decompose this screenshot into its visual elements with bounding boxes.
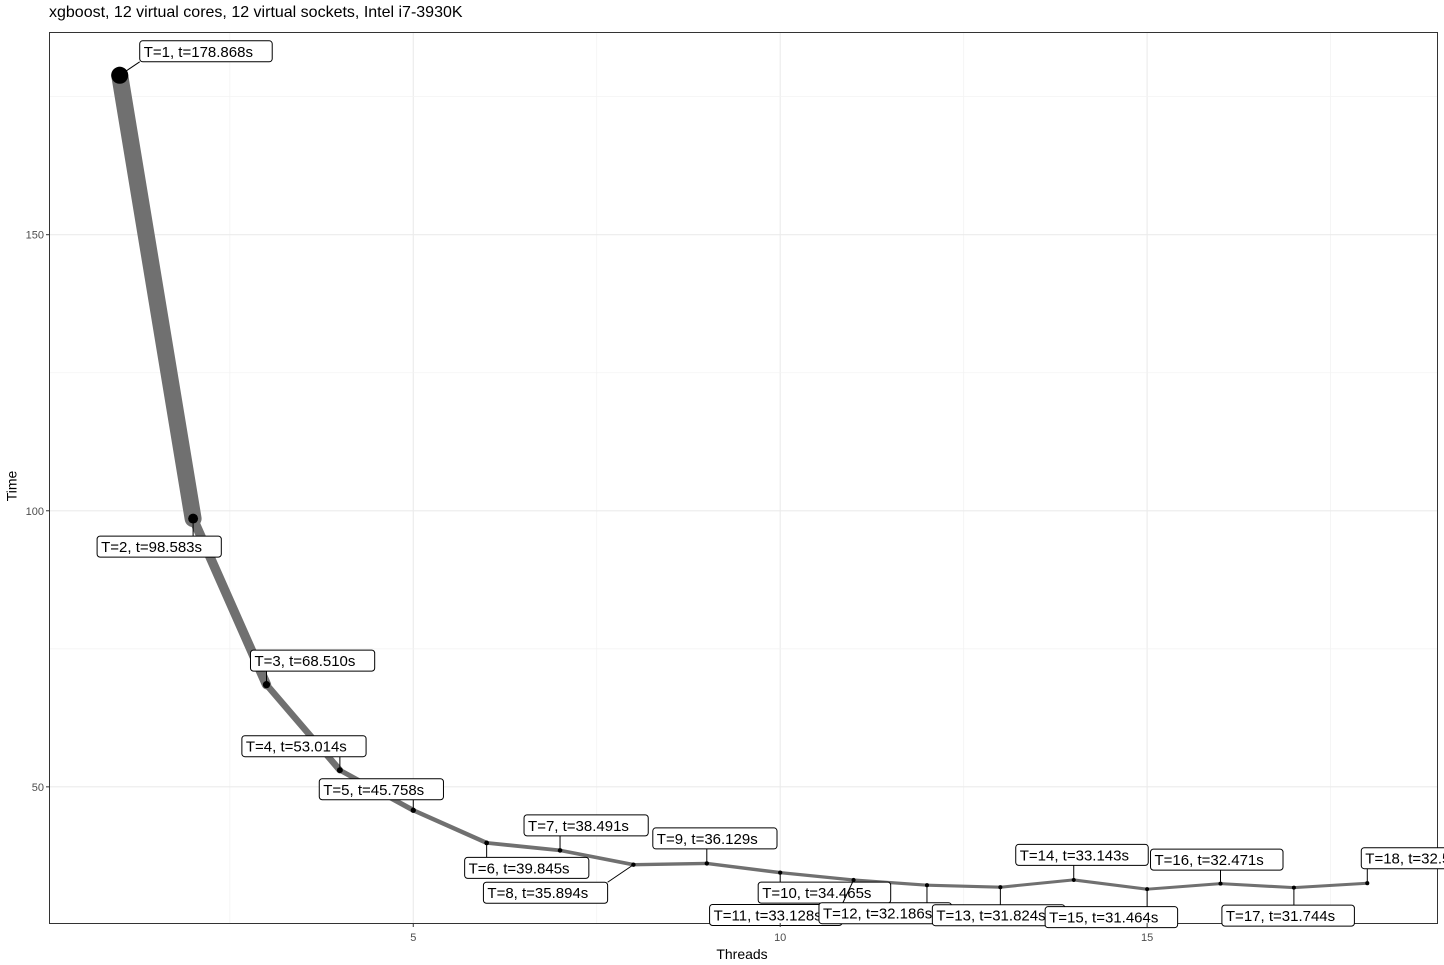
data-label-box (1360, 847, 1444, 870)
series-line-segment (705, 861, 782, 875)
data-point-layer (111, 66, 1370, 892)
data-label: T=6, t=39.845s (469, 860, 570, 877)
data-label: T=7, t=38.491s (528, 818, 629, 835)
data-label: T=4, t=53.014s (246, 739, 347, 756)
data-label: T=13, t=31.824s (936, 908, 1045, 925)
plot-panel-border (49, 32, 1438, 924)
data-label: T=3, t=68.510s (254, 653, 355, 670)
data-label-box (482, 881, 609, 904)
data-label-box (241, 735, 367, 758)
data-label: T=2, t=98.583s (101, 539, 202, 556)
axis-tick-layer: 5 10 15 50 100 150 (26, 230, 1154, 944)
series-line-segment (1218, 882, 1296, 890)
series-line-layer (111, 66, 1369, 891)
y-axis-label: Time (3, 470, 20, 502)
label-leader (607, 864, 634, 883)
series-line-segment (1292, 881, 1369, 890)
series-line-segment (484, 841, 562, 853)
x-tick-label: 10 (774, 932, 786, 944)
data-label: T=10, t=34.465s (762, 885, 871, 902)
data-label: T=16, t=32.471s (1155, 852, 1264, 869)
label-leader (119, 61, 140, 76)
series-line-segment (631, 861, 709, 867)
series-line-segment (1072, 878, 1149, 891)
data-label: T=12, t=32.186s (823, 906, 932, 923)
data-label: T=18, t=32.548s (1365, 851, 1444, 868)
data-label-box (1044, 906, 1179, 929)
series-line-segment (111, 66, 202, 528)
grid-layer (50, 33, 1437, 923)
y-tick-label: 150 (26, 230, 44, 242)
series-line-segment (925, 883, 1002, 889)
label-leader (841, 879, 855, 905)
data-label-box (523, 814, 649, 837)
y-tick-label: 100 (26, 506, 44, 518)
data-label: T=9, t=36.129s (657, 831, 758, 848)
x-tick-label: 15 (1141, 932, 1153, 944)
data-label-box (318, 778, 444, 801)
data-label-box (1150, 848, 1284, 871)
series-line-segment (998, 878, 1076, 889)
series-line-segment (558, 848, 636, 867)
data-label-box (139, 40, 273, 63)
data-label: T=14, t=33.143s (1020, 847, 1129, 864)
x-axis-label: Threads (716, 946, 768, 962)
data-label: T=17, t=31.744s (1226, 908, 1335, 925)
series-line-segment (1145, 882, 1223, 891)
chart-title: xgboost, 12 virtual cores, 12 virtual so… (49, 4, 463, 21)
series-line-segment (411, 808, 489, 846)
y-tick-label: 50 (32, 782, 44, 794)
series-line-segment (263, 681, 344, 774)
data-label-box (96, 535, 222, 558)
data-label-layer: T=1, t=178.868s T=2, t=98.583s T=3, t=68.5… (96, 40, 1444, 929)
x-tick-label: 5 (410, 932, 416, 944)
y-axis-label-wrap: Time (3, 471, 20, 502)
data-label: T=11, t=33.128s (714, 907, 822, 924)
data-label-box (464, 856, 590, 879)
data-point (704, 861, 710, 866)
data-point (924, 883, 929, 888)
data-label-box (652, 827, 778, 850)
data-label: T=1, t=178.868s (144, 44, 253, 61)
data-label-box (1221, 904, 1355, 927)
series-line-segment (778, 870, 856, 882)
data-label-box (1015, 843, 1149, 866)
data-label-box (249, 649, 376, 672)
data-label: T=5, t=45.758s (323, 782, 424, 799)
data-label: T=15, t=31.464s (1049, 910, 1158, 927)
data-label: T=8, t=35.894s (487, 885, 588, 902)
